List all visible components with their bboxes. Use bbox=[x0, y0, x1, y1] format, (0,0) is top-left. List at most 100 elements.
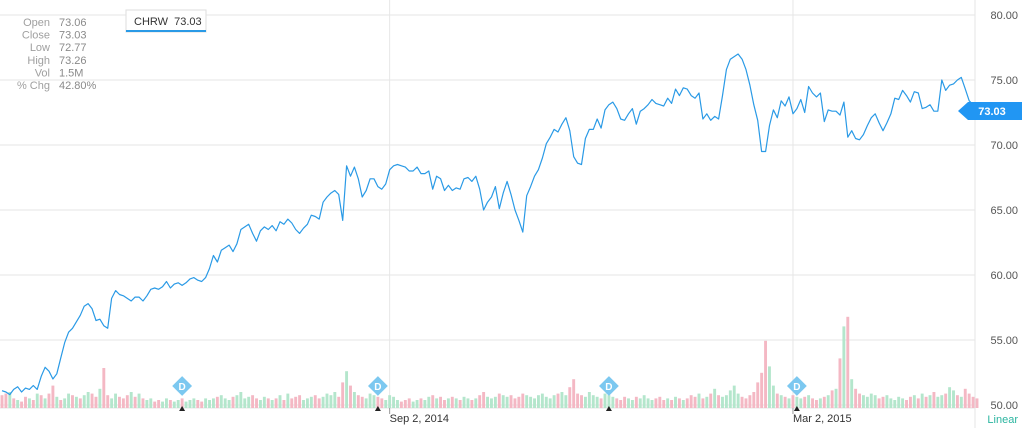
volume-bar bbox=[901, 398, 905, 408]
volume-bar bbox=[572, 379, 576, 408]
volume-bar bbox=[517, 396, 521, 408]
volume-bar bbox=[705, 396, 709, 408]
volume-bar bbox=[31, 400, 35, 408]
volume-bar bbox=[341, 382, 345, 408]
volume-bar bbox=[764, 340, 768, 408]
volume-bar bbox=[701, 398, 705, 408]
volume-bar bbox=[157, 400, 161, 408]
volume-bar bbox=[329, 395, 333, 408]
volume-bar bbox=[783, 396, 787, 408]
volume-bar bbox=[815, 400, 818, 408]
volume-bar bbox=[681, 400, 685, 408]
volume-bar bbox=[936, 396, 940, 408]
dividend-diamond-icon bbox=[368, 376, 388, 396]
volume-bar bbox=[889, 398, 893, 408]
volume-bar bbox=[881, 396, 885, 408]
volume-bar bbox=[376, 396, 380, 408]
volume-bar bbox=[450, 396, 454, 408]
volume-bar bbox=[560, 392, 564, 408]
volume-bar bbox=[834, 388, 838, 408]
volume-bar bbox=[822, 396, 826, 408]
volume-bar bbox=[349, 385, 352, 408]
volume-bar bbox=[39, 395, 43, 408]
dividend-diamond-icon bbox=[599, 376, 619, 396]
volume-bar bbox=[779, 395, 783, 408]
volume-bar bbox=[251, 395, 255, 408]
volume-bar bbox=[129, 392, 133, 408]
volume-bar bbox=[47, 393, 51, 408]
volume-bar bbox=[497, 393, 501, 408]
volume-bar bbox=[529, 396, 533, 408]
volume-bar bbox=[740, 396, 744, 408]
volume-bar bbox=[321, 396, 325, 408]
volume-bar bbox=[227, 400, 231, 408]
volume-bar bbox=[689, 395, 693, 408]
volume-bar bbox=[86, 392, 90, 408]
dividend-marker[interactable]: D bbox=[368, 376, 388, 411]
volume-bar bbox=[439, 396, 443, 408]
dividend-diamond-icon bbox=[786, 376, 807, 396]
dividend-marker[interactable]: D bbox=[786, 376, 807, 411]
volume-bar bbox=[223, 398, 227, 408]
volume-bar bbox=[787, 398, 791, 408]
volume-bar bbox=[509, 395, 513, 408]
info-label: Open bbox=[23, 17, 50, 29]
volume-bar bbox=[243, 398, 247, 408]
volume-bar bbox=[576, 393, 580, 408]
legend-box[interactable]: CHRW 73.03 bbox=[125, 9, 207, 33]
volume-bar bbox=[219, 395, 223, 408]
volume-bar bbox=[403, 400, 407, 408]
volume-bar bbox=[513, 398, 517, 408]
volume-bar bbox=[407, 398, 411, 408]
volume-bar bbox=[630, 400, 634, 408]
grid-layer bbox=[0, 0, 976, 428]
volume-bar bbox=[587, 392, 591, 408]
volume-bar bbox=[807, 395, 811, 408]
volume-bar bbox=[505, 396, 509, 408]
volume-bar bbox=[838, 358, 842, 408]
volume-bar bbox=[611, 396, 615, 408]
y-tick-label: 75.00 bbox=[990, 75, 1018, 87]
volume-bar bbox=[591, 395, 595, 408]
volume-bar bbox=[419, 398, 423, 408]
dividend-marker[interactable]: D bbox=[172, 376, 193, 411]
volume-bar bbox=[337, 396, 341, 408]
volume-bar bbox=[795, 396, 799, 408]
volume-bar bbox=[717, 395, 721, 408]
volume-bar bbox=[583, 396, 587, 408]
volume-bar bbox=[12, 398, 16, 408]
info-label: % Chg bbox=[17, 80, 50, 92]
volume-bar bbox=[458, 400, 462, 408]
volume-bar bbox=[290, 398, 294, 408]
dividend-letter: D bbox=[793, 382, 800, 393]
volume-bar bbox=[580, 395, 583, 408]
volume-bar bbox=[478, 395, 482, 408]
volume-bar bbox=[94, 396, 98, 408]
volume-bar bbox=[67, 393, 71, 408]
volume-bar bbox=[850, 379, 854, 408]
legend-symbol: CHRW bbox=[134, 16, 169, 28]
volume-bar bbox=[172, 401, 176, 408]
volume-bar bbox=[744, 398, 748, 408]
scale-toggle-linear[interactable]: Linear bbox=[987, 414, 1018, 426]
volume-bar bbox=[51, 385, 55, 408]
volume-bar bbox=[165, 398, 168, 408]
volume-bar bbox=[278, 395, 282, 408]
volume-bar bbox=[865, 396, 869, 408]
volume-bar bbox=[877, 398, 881, 408]
volume-bar bbox=[564, 395, 568, 408]
dividend-marker[interactable]: D bbox=[599, 376, 619, 411]
volume-bar bbox=[944, 393, 948, 408]
dividend-letter: D bbox=[605, 382, 612, 393]
volume-bar bbox=[908, 396, 912, 408]
volume-bar bbox=[709, 393, 713, 408]
volume-bar bbox=[893, 400, 897, 408]
volume-bar bbox=[317, 398, 321, 408]
volume-bar bbox=[811, 398, 814, 408]
y-tick-label: 70.00 bbox=[990, 140, 1018, 152]
volume-bar bbox=[642, 395, 646, 408]
volume-bar bbox=[368, 393, 372, 408]
volume-bar bbox=[905, 400, 908, 408]
volume-bar bbox=[963, 388, 967, 408]
